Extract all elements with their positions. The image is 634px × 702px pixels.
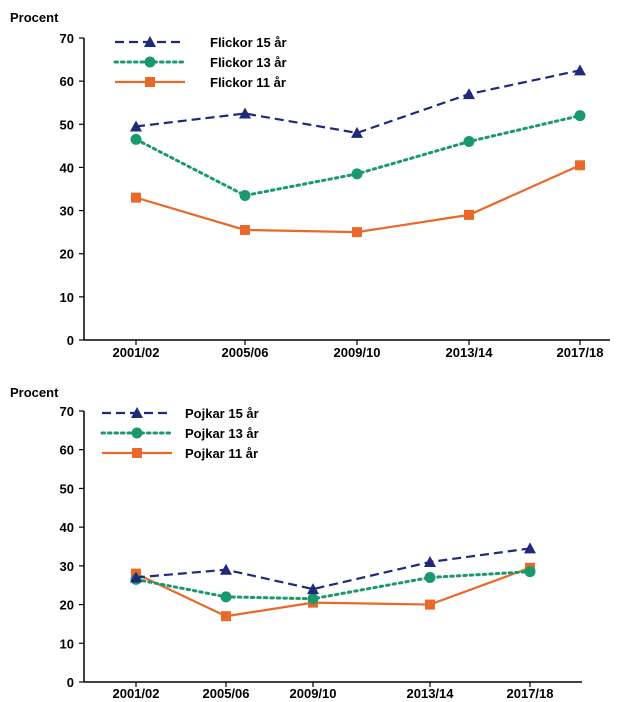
series-1-point xyxy=(307,583,319,595)
y-tick-label: 30 xyxy=(60,204,74,219)
series-1-point xyxy=(463,88,475,100)
y-tick-label: 50 xyxy=(60,117,74,132)
series-2-point xyxy=(463,136,475,148)
series-3-point xyxy=(352,227,362,238)
series-3-point xyxy=(425,599,435,610)
x-tick-label: 2001/02 xyxy=(113,686,160,701)
y-axis-label: Procent xyxy=(10,10,59,25)
y-tick-label: 70 xyxy=(60,31,74,46)
series-3-point xyxy=(240,224,250,235)
y-tick-label: 60 xyxy=(60,74,74,89)
x-tick-label: 2017/18 xyxy=(557,345,604,360)
series-1-point xyxy=(239,107,251,119)
series-line-1 xyxy=(135,547,531,591)
legend-label: Flickor 11 år xyxy=(210,75,286,90)
series-2-point xyxy=(351,168,363,180)
y-tick-label: 10 xyxy=(60,636,74,651)
series-1-point xyxy=(220,563,232,575)
x-tick-label: 2005/06 xyxy=(222,345,269,360)
legend-marker xyxy=(131,407,143,418)
legend-marker xyxy=(131,427,143,439)
series-2-point xyxy=(574,110,586,122)
y-tick-label: 0 xyxy=(67,333,74,348)
y-tick-label: 0 xyxy=(67,675,74,690)
legend-marker xyxy=(145,77,155,87)
legend-marker xyxy=(132,448,142,458)
chart-panel-2: Procent 0 10 20 30 40 50 60 70 2001/02 2005/06 2009… xyxy=(10,385,582,701)
chart-panel-1: Procent 0 10 20 30 40 50 60 70 2001/02 2005/06 2009… xyxy=(10,10,610,360)
series-2-point xyxy=(239,189,251,201)
y-axis-label: Procent xyxy=(10,385,59,400)
y-tick-label: 40 xyxy=(60,520,74,535)
y-tick-label: 30 xyxy=(60,559,74,574)
series-3-point xyxy=(575,160,585,171)
y-tick-label: 20 xyxy=(60,598,74,613)
series-2-point xyxy=(424,571,436,583)
series-2-point xyxy=(130,133,142,145)
x-tick-label: 2017/18 xyxy=(507,686,554,701)
x-tick-label: 2009/10 xyxy=(334,345,381,360)
series-line-1 xyxy=(135,69,581,135)
series-3-point xyxy=(464,209,474,220)
legend-marker xyxy=(144,36,156,47)
legend-label: Pojkar 13 år xyxy=(185,426,259,441)
series-line-2 xyxy=(134,114,582,198)
series-3-point xyxy=(221,611,231,622)
legend-label: Flickor 15 år xyxy=(210,35,287,50)
y-tick-label: 50 xyxy=(60,481,74,496)
legend-marker xyxy=(144,56,156,68)
series-1-point xyxy=(574,64,586,76)
series-1-point xyxy=(524,542,536,554)
y-tick-label: 60 xyxy=(60,443,74,458)
y-tick-label: 70 xyxy=(60,404,74,419)
series-1-point xyxy=(351,126,363,138)
series-1-point xyxy=(130,571,142,583)
legend-label: Pojkar 15 år xyxy=(185,406,259,421)
series-2-point xyxy=(220,591,232,603)
x-tick-label: 2001/02 xyxy=(113,345,160,360)
x-tick-label: 2013/14 xyxy=(407,686,455,701)
series-2-point xyxy=(307,593,319,605)
series-1-point xyxy=(130,120,142,132)
x-tick-label: 2009/10 xyxy=(290,686,337,701)
legend-label: Pojkar 11 år xyxy=(185,446,258,461)
legend-label: Flickor 13 år xyxy=(210,55,287,70)
y-tick-label: 10 xyxy=(60,290,74,305)
y-tick-label: 40 xyxy=(60,160,74,175)
x-tick-label: 2005/06 xyxy=(203,686,250,701)
series-1-point xyxy=(424,555,436,567)
y-tick-label: 20 xyxy=(60,247,74,262)
series-3-point xyxy=(131,192,141,203)
x-tick-label: 2013/14 xyxy=(446,345,494,360)
series-2-point xyxy=(524,566,536,578)
